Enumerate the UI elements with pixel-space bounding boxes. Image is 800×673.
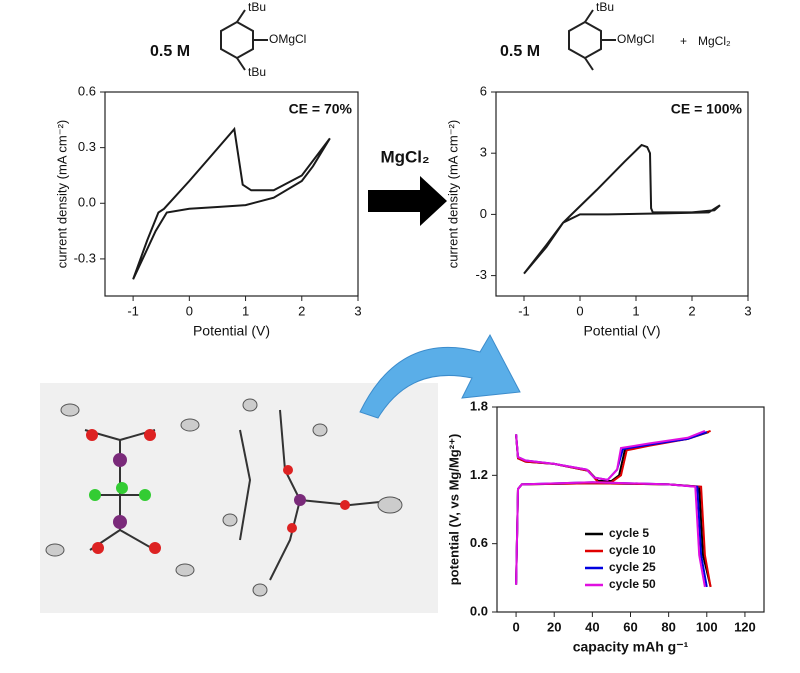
x-tick-label: 1 bbox=[632, 303, 639, 318]
plot-frame bbox=[104, 91, 359, 297]
group-label: OMgCl bbox=[617, 32, 654, 46]
x-axis-label: capacity mAh g⁻¹ bbox=[573, 639, 689, 655]
molecule-panel bbox=[40, 383, 438, 613]
y-tick-label: 3 bbox=[480, 145, 487, 160]
x-tick-label: 3 bbox=[744, 303, 751, 318]
reagent-arrow bbox=[368, 176, 447, 226]
legend-label: cycle 50 bbox=[609, 577, 656, 591]
y-tick-label: -0.3 bbox=[74, 250, 96, 265]
x-tick-label: 1 bbox=[242, 303, 249, 318]
plot-frame bbox=[495, 91, 749, 297]
legend-label: cycle 5 bbox=[609, 526, 649, 540]
y-axis-label: potential (V, vs Mg/Mg²⁺) bbox=[446, 434, 461, 586]
data-line bbox=[515, 429, 706, 588]
x-tick-label: 20 bbox=[547, 619, 561, 634]
tbu-label: tBu bbox=[248, 65, 266, 79]
tbu-label: tBu bbox=[248, 0, 266, 14]
annotation: CE = 100% bbox=[671, 101, 743, 117]
data-line bbox=[523, 143, 721, 275]
concentration: 0.5 M bbox=[150, 43, 190, 60]
group-label: OMgCl bbox=[269, 32, 306, 46]
x-tick-label: 3 bbox=[354, 303, 361, 318]
structure-right: 0.5 M tBu OMgCl + MgCl₂ bbox=[500, 0, 731, 71]
x-axis-label: Potential (V) bbox=[583, 323, 660, 339]
legend-label: cycle 10 bbox=[609, 543, 656, 557]
y-axis-label: current density (mA cm⁻²) bbox=[54, 120, 69, 268]
y-tick-label: 0.6 bbox=[78, 83, 96, 98]
curved-arrow bbox=[359, 333, 521, 419]
structure-left: 0.5 M tBu OMgCl tBu bbox=[150, 0, 306, 79]
y-axis-label: current density (mA cm⁻²) bbox=[445, 120, 460, 268]
x-tick-label: 100 bbox=[696, 619, 718, 634]
x-tick-label: 120 bbox=[734, 619, 756, 634]
y-tick-label: 0.0 bbox=[78, 195, 96, 210]
x-tick-label: 0 bbox=[512, 619, 519, 634]
x-tick-label: 60 bbox=[623, 619, 637, 634]
x-tick-label: 2 bbox=[298, 303, 305, 318]
x-axis-label: Potential (V) bbox=[193, 323, 270, 339]
concentration: 0.5 M bbox=[500, 43, 540, 60]
x-tick-label: 0 bbox=[186, 303, 193, 318]
y-tick-label: -3 bbox=[475, 267, 487, 282]
annotation: CE = 70% bbox=[289, 101, 353, 117]
y-tick-label: 6 bbox=[480, 83, 487, 98]
y-tick-label: 0.6 bbox=[470, 535, 488, 550]
y-tick-label: 0.3 bbox=[78, 139, 96, 154]
x-tick-label: 2 bbox=[688, 303, 695, 318]
plus: + bbox=[680, 34, 687, 48]
data-line bbox=[132, 126, 331, 280]
y-tick-label: 0 bbox=[480, 206, 487, 221]
x-tick-label: -1 bbox=[127, 303, 139, 318]
y-tick-label: 1.8 bbox=[470, 398, 488, 413]
legend-label: cycle 25 bbox=[609, 560, 656, 574]
y-tick-label: 0.0 bbox=[470, 603, 488, 618]
x-tick-label: -1 bbox=[518, 303, 530, 318]
tbu-label: tBu bbox=[596, 0, 614, 14]
x-tick-label: 40 bbox=[585, 619, 599, 634]
y-tick-label: 1.2 bbox=[470, 467, 488, 482]
arrow-label: MgCl₂ bbox=[380, 147, 429, 166]
x-tick-label: 80 bbox=[661, 619, 675, 634]
salt-label: MgCl₂ bbox=[698, 34, 731, 48]
x-tick-label: 0 bbox=[576, 303, 583, 318]
